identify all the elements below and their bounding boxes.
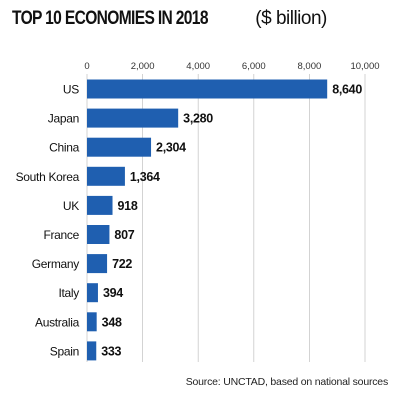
x-tick-label: 0 (84, 61, 89, 72)
value-label: 918 (118, 199, 138, 213)
value-label: 8,640 (332, 83, 362, 97)
bar (87, 283, 98, 303)
x-tick-label: 10,000 (350, 61, 379, 72)
value-label: 394 (103, 286, 123, 300)
bar (87, 79, 328, 99)
value-label: 3,280 (183, 112, 213, 126)
chart-title-main: TOP 10 ECONOMIES IN 2018 (12, 8, 208, 29)
bar (87, 166, 125, 186)
value-label: 1,364 (130, 170, 160, 184)
value-label: 348 (102, 315, 122, 329)
value-label: 2,304 (156, 141, 186, 155)
category-label: France (43, 228, 79, 242)
bar (87, 312, 97, 332)
chart-title: TOP 10 ECONOMIES IN 2018 ($ billion) (12, 8, 327, 30)
bar (87, 254, 108, 274)
x-tick-label: 6,000 (242, 61, 266, 72)
category-label: Germany (32, 257, 80, 271)
category-label: Japan (48, 112, 79, 126)
bar (87, 137, 152, 157)
category-label: US (63, 83, 79, 97)
bar (87, 108, 179, 128)
category-label: UK (63, 199, 79, 213)
category-label: South Korea (16, 170, 80, 184)
category-label: Australia (35, 315, 80, 329)
x-tick-label: 8,000 (298, 61, 322, 72)
bar (87, 195, 113, 215)
chart-source: Source: UNCTAD, based on national source… (185, 376, 388, 388)
category-label: China (49, 141, 79, 155)
chart-title-unit: ($ billion) (255, 8, 327, 29)
bar (87, 225, 110, 244)
value-label: 807 (114, 228, 134, 242)
value-label: 333 (101, 344, 121, 358)
category-label: Spain (50, 344, 79, 358)
x-tick-label: 4,000 (186, 61, 210, 72)
value-label: 722 (112, 257, 132, 271)
x-tick-label: 2,000 (131, 61, 155, 72)
category-label: Italy (58, 286, 79, 300)
bar (87, 341, 97, 361)
